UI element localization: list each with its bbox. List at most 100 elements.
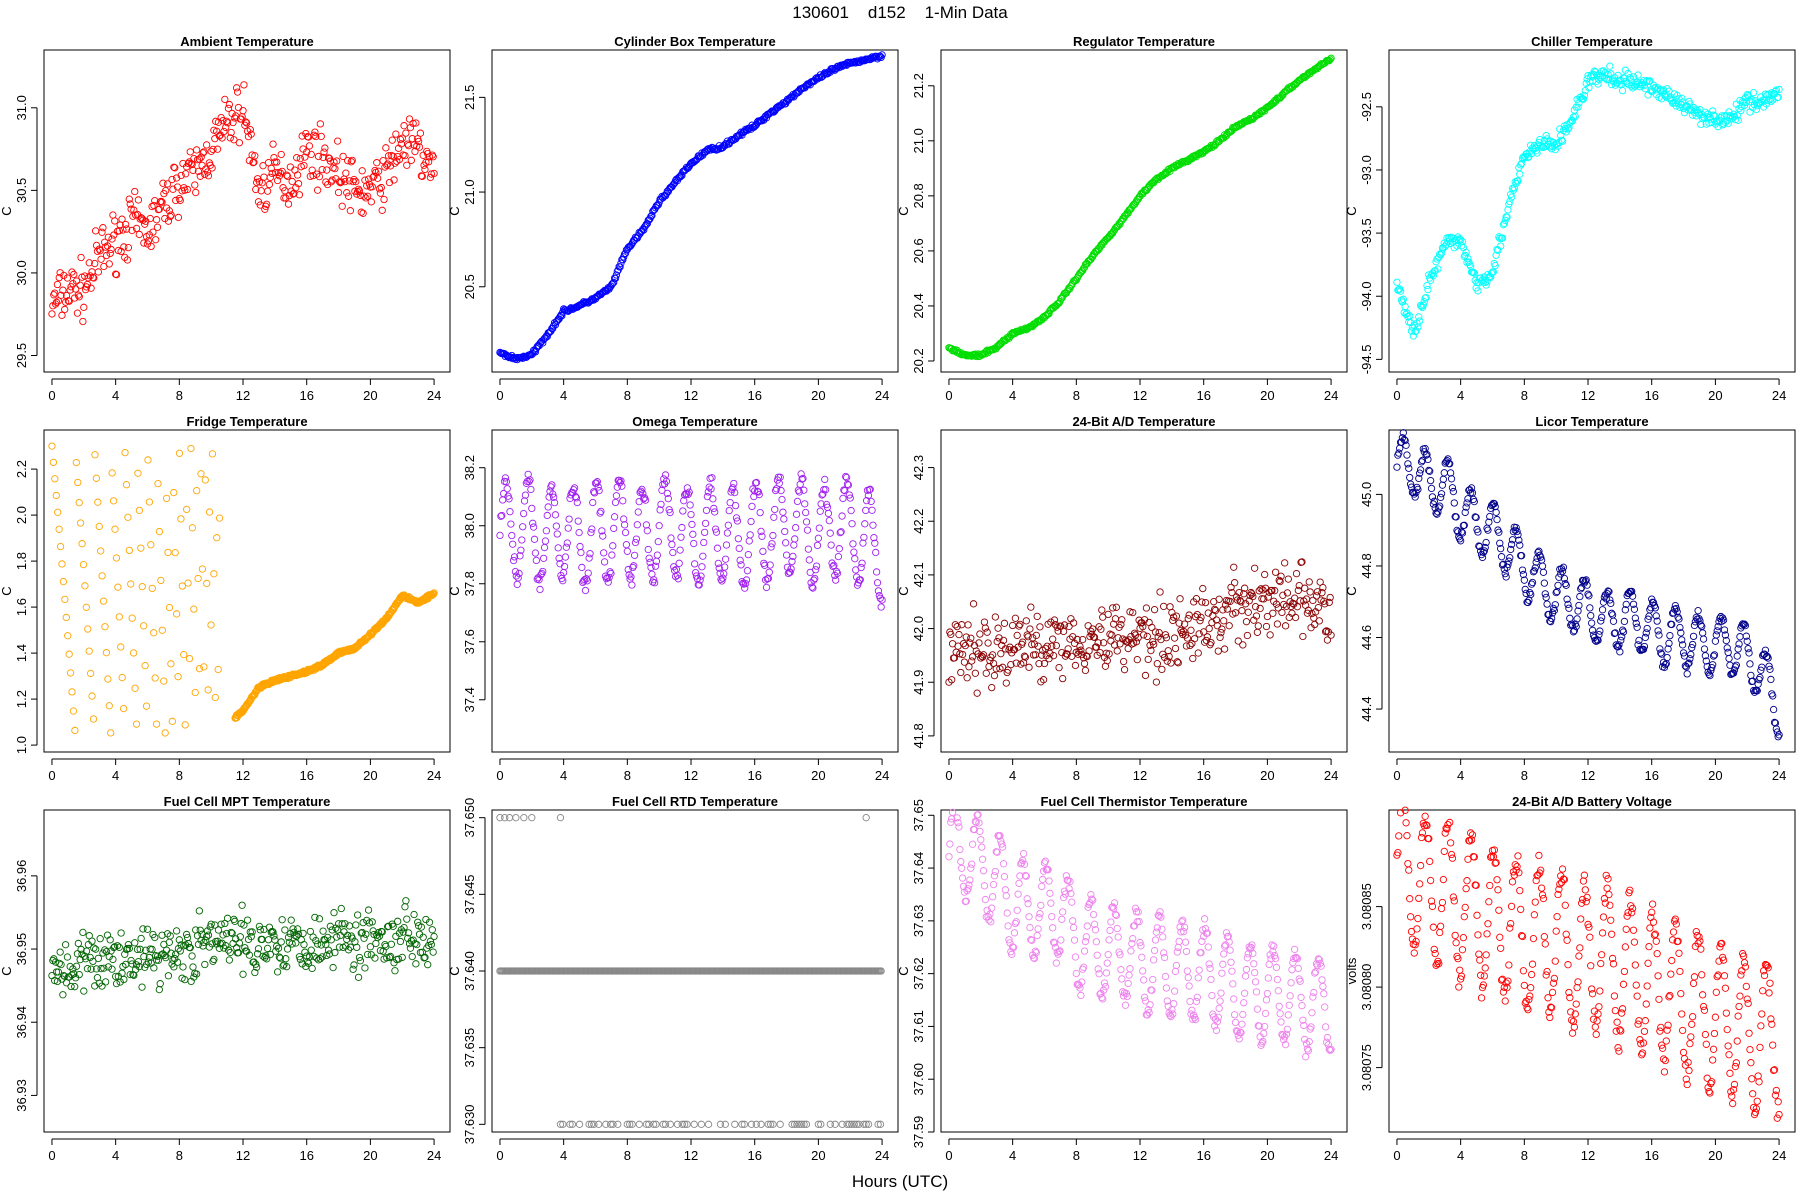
data-point	[131, 684, 139, 692]
data-point	[221, 95, 229, 104]
data-point	[877, 603, 885, 611]
data-point	[208, 164, 216, 172]
data-point	[1238, 607, 1246, 615]
data-point	[653, 551, 662, 559]
data-point	[50, 291, 58, 299]
data-point	[1299, 632, 1307, 641]
data-point	[1098, 606, 1106, 614]
data-point	[175, 194, 183, 203]
data-point	[530, 535, 539, 543]
data-point	[1671, 99, 1680, 107]
data-point	[562, 543, 571, 551]
data-point	[1180, 627, 1188, 635]
data-point	[878, 51, 886, 59]
data-point	[1032, 631, 1040, 640]
data-point	[658, 486, 666, 494]
data-point	[181, 186, 189, 194]
x-tick-label: 24	[427, 1148, 441, 1163]
data-point	[563, 539, 571, 547]
data-point	[379, 157, 387, 165]
data-point	[1252, 988, 1261, 996]
data-point	[377, 183, 385, 192]
data-point	[1029, 634, 1037, 642]
data-point	[1147, 646, 1155, 655]
plot-frame	[491, 49, 899, 373]
data-point	[430, 589, 438, 597]
data-point	[157, 576, 165, 585]
data-point	[539, 554, 548, 562]
data-point	[608, 551, 616, 559]
data-point	[596, 509, 604, 517]
data-point	[539, 567, 547, 576]
data-point	[1709, 107, 1717, 115]
data-point	[616, 263, 624, 271]
data-point	[1207, 638, 1215, 647]
data-point	[1049, 652, 1058, 660]
y-tick-label: 38.0	[462, 513, 477, 538]
data-point	[158, 626, 166, 634]
data-point	[1133, 655, 1141, 664]
data-point	[730, 479, 738, 488]
data-point	[1172, 612, 1181, 620]
data-point	[1516, 170, 1524, 178]
data-point	[1097, 625, 1105, 633]
data-point	[1124, 644, 1132, 653]
data-point	[156, 980, 164, 988]
data-point	[752, 478, 761, 487]
data-point	[793, 497, 802, 506]
data-point	[175, 449, 184, 457]
data-point	[186, 148, 194, 156]
data-point	[630, 551, 639, 560]
data-point	[1162, 634, 1171, 642]
data-point	[647, 563, 655, 572]
data-point	[585, 554, 593, 562]
data-point	[152, 236, 160, 244]
plot-frame	[43, 49, 451, 373]
data-point	[1069, 917, 1077, 925]
data-point	[1048, 912, 1056, 921]
data-point	[97, 255, 105, 263]
data-point	[313, 170, 321, 178]
data-point	[647, 212, 655, 220]
data-point	[1085, 647, 1093, 655]
data-point	[1228, 588, 1236, 597]
data-point	[1235, 588, 1243, 597]
data-point	[1439, 475, 1448, 483]
data-point	[1161, 631, 1170, 639]
data-point	[1216, 997, 1224, 1005]
data-point	[210, 570, 218, 578]
data-point	[1194, 974, 1202, 982]
data-point	[1065, 622, 1073, 631]
data-point	[1101, 983, 1110, 991]
data-point	[1107, 918, 1115, 926]
data-point	[1250, 960, 1258, 968]
data-point	[645, 554, 653, 562]
data-point	[979, 651, 988, 659]
data-point	[273, 176, 282, 185]
data-point	[666, 508, 674, 517]
data-point	[140, 622, 148, 630]
data-point	[122, 220, 130, 229]
data-point	[251, 152, 259, 160]
data-point	[821, 475, 829, 484]
data-point	[426, 173, 435, 182]
data-point	[876, 594, 884, 602]
data-point	[191, 688, 199, 697]
data-point	[720, 570, 728, 578]
data-point	[1634, 71, 1642, 79]
data-point	[729, 484, 737, 492]
data-point	[190, 605, 198, 613]
data-point	[813, 541, 822, 550]
data-point	[847, 506, 855, 515]
data-point	[149, 228, 157, 236]
data-point	[611, 498, 620, 507]
data-point	[1724, 119, 1732, 128]
data-point	[695, 581, 703, 589]
data-point	[154, 480, 162, 488]
x-tick-label: 16	[1644, 388, 1658, 403]
y-tick-label: 1.8	[14, 552, 29, 570]
data-point	[1159, 933, 1167, 941]
data-point	[148, 202, 156, 211]
